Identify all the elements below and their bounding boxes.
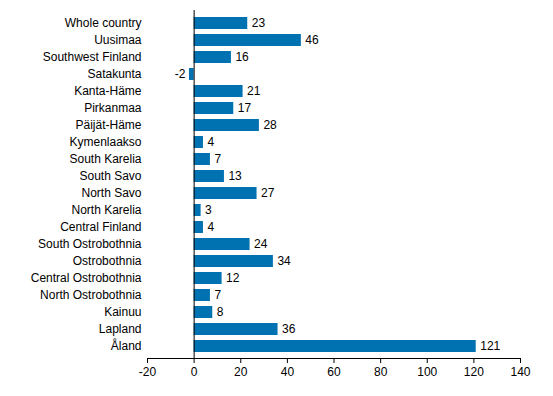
svg-text:34: 34 [277,254,291,268]
svg-text:Kainuu: Kainuu [104,305,141,319]
svg-text:36: 36 [282,322,296,336]
svg-text:80: 80 [374,365,388,379]
svg-text:28: 28 [263,118,277,132]
svg-text:21: 21 [247,84,261,98]
svg-text:Åland: Åland [111,338,142,353]
svg-text:South Karelia: South Karelia [69,152,141,166]
svg-text:24: 24 [254,237,268,251]
svg-text:3: 3 [205,203,212,217]
svg-text:South Ostrobothnia: South Ostrobothnia [38,237,142,251]
svg-text:Uusimaa: Uusimaa [94,33,142,47]
svg-text:Kymenlaakso: Kymenlaakso [69,135,141,149]
svg-text:100: 100 [417,365,437,379]
svg-text:27: 27 [261,186,275,200]
svg-text:North Savo: North Savo [81,186,141,200]
svg-text:7: 7 [214,288,221,302]
svg-text:140: 140 [510,365,530,379]
svg-text:4: 4 [207,135,214,149]
svg-text:North Ostrobothnia: North Ostrobothnia [40,288,142,302]
svg-text:-2: -2 [175,67,186,81]
svg-text:Pirkanmaa: Pirkanmaa [84,101,142,115]
svg-text:Southwest Finland: Southwest Finland [43,50,142,64]
svg-text:60: 60 [327,365,341,379]
svg-text:Kanta-Häme: Kanta-Häme [74,84,142,98]
svg-text:120: 120 [464,365,484,379]
svg-text:Satakunta: Satakunta [87,67,141,81]
svg-text:Central Ostrobothnia: Central Ostrobothnia [31,271,142,285]
svg-text:Ostrobothnia: Ostrobothnia [73,254,142,268]
svg-text:-20: -20 [139,365,157,379]
svg-text:40: 40 [281,365,295,379]
svg-text:17: 17 [238,101,252,115]
svg-text:Central Finland: Central Finland [60,220,141,234]
svg-text:4: 4 [207,220,214,234]
svg-text:South Savo: South Savo [79,169,141,183]
svg-text:8: 8 [217,305,224,319]
svg-text:16: 16 [235,50,249,64]
svg-text:23: 23 [252,16,266,30]
svg-text:0: 0 [191,365,198,379]
svg-text:46: 46 [305,33,319,47]
svg-text:Lapland: Lapland [99,322,142,336]
svg-text:Whole country: Whole country [65,16,142,30]
svg-text:North Karelia: North Karelia [71,203,141,217]
svg-text:20: 20 [234,365,248,379]
svg-text:Päijät-Häme: Päijät-Häme [75,118,141,132]
svg-text:12: 12 [226,271,240,285]
svg-text:7: 7 [214,152,221,166]
svg-text:121: 121 [480,339,500,353]
svg-text:13: 13 [228,169,242,183]
